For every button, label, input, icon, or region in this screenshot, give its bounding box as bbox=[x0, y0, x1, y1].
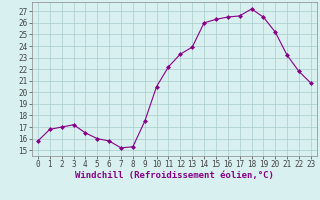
X-axis label: Windchill (Refroidissement éolien,°C): Windchill (Refroidissement éolien,°C) bbox=[75, 171, 274, 180]
